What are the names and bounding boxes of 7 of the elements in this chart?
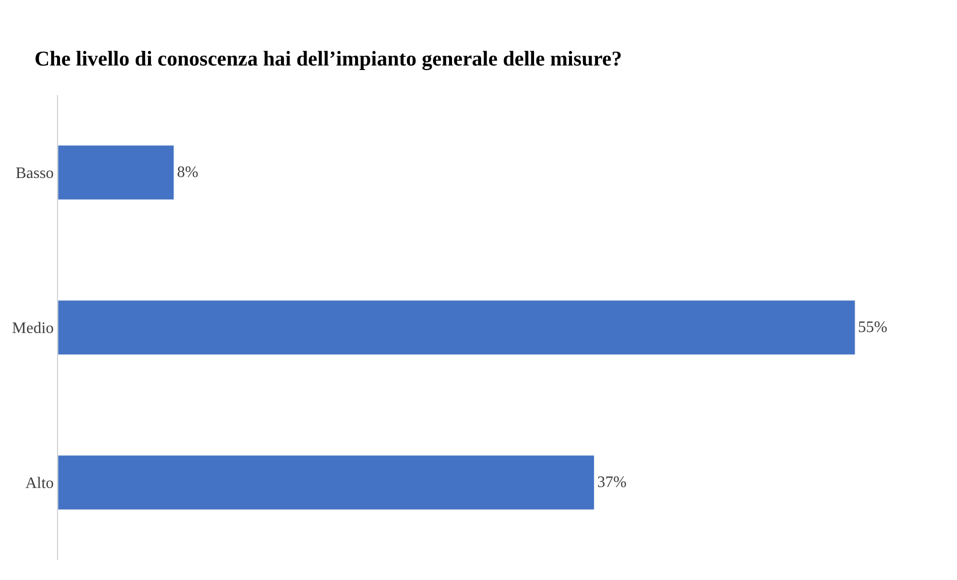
data-label: 8%: [176, 164, 198, 182]
y-tick-label: Alto: [25, 475, 54, 492]
chart-title: Che livello di conoscenza hai dell’impianto generale delle misure?: [34, 46, 622, 70]
y-tick-label: Medio: [12, 320, 54, 338]
data-label: 55%: [858, 319, 888, 336]
data-label: 37%: [597, 474, 627, 492]
y-tick-label: Basso: [16, 165, 54, 182]
